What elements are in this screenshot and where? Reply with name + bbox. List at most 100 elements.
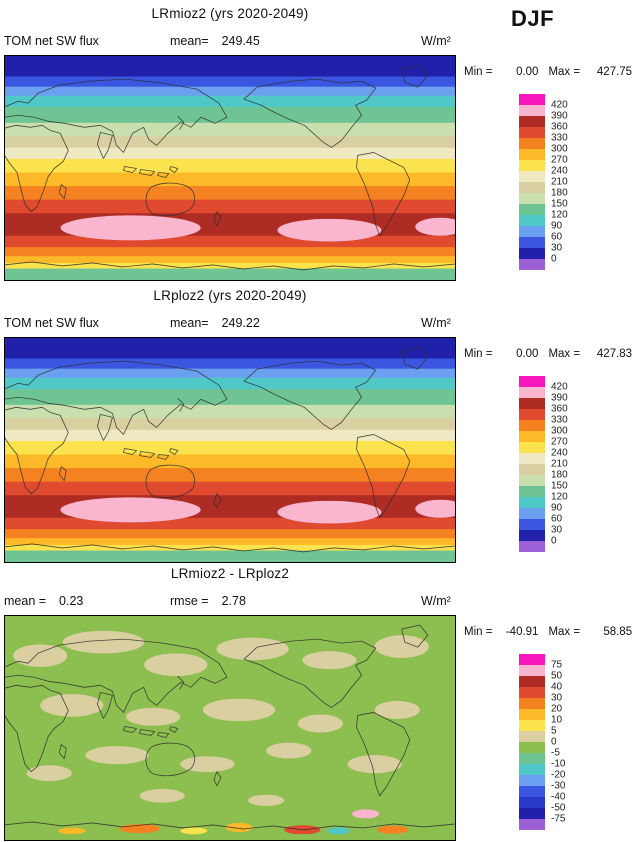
info-left-label: TOM net SW flux: [4, 34, 99, 48]
contour-band: [4, 468, 456, 483]
contour-blob: [180, 756, 235, 773]
contour-band: [4, 76, 456, 88]
contour-band: [4, 538, 456, 546]
units-label: W/m²: [421, 34, 451, 48]
colorbar-box: [519, 160, 545, 171]
contour-blob: [139, 788, 185, 803]
colorbar-box: [519, 654, 545, 665]
colorbar-tick-label: 180: [551, 469, 568, 481]
colorbar-tick-label: 30: [551, 524, 563, 536]
contour-blob: [374, 700, 420, 719]
colorbar-box: [519, 808, 545, 819]
colorbar-tick-label: 120: [551, 491, 568, 503]
min-value: 0.00: [516, 66, 539, 78]
colorbar-tick-label: 5: [551, 725, 557, 737]
panel-difference: LRmioz2 - LRploz2 mean = 0.23 rmse = 2.78 …: [0, 560, 644, 842]
contour-band: [4, 158, 456, 174]
colorbar-tick-label: 150: [551, 198, 568, 210]
contour-band: [4, 55, 456, 78]
colorbar-box: [519, 94, 545, 105]
colorbar-box: [519, 376, 545, 387]
rmse-stat: rmse = 2.78: [170, 594, 246, 608]
variable-label: TOM net SW flux: [4, 34, 112, 48]
colorbar-box: [519, 731, 545, 742]
colorbar-tick-label: 60: [551, 231, 563, 243]
colorbar-box: [519, 541, 545, 552]
contour-band: [4, 122, 456, 137]
colorbar-difference: 75 50 40 30 20 10 5 0 -5 -10 -20 -30 -40 -50 -75: [519, 654, 599, 830]
panel-info-row: TOM net SW flux mean= 249.45 W/m²: [0, 34, 460, 50]
contour-band: [4, 404, 456, 419]
contour-blob: [60, 497, 201, 523]
contour-blob: [40, 694, 104, 717]
contour-band: [4, 95, 456, 108]
panel-info-row: TOM net SW flux mean= 249.22 W/m²: [0, 316, 460, 332]
colorbar-box: [519, 720, 545, 731]
contour-band: [4, 544, 456, 552]
contour-band: [4, 136, 456, 149]
contour-band: [4, 368, 456, 379]
contour-band: [4, 86, 456, 97]
contour-blob: [60, 215, 201, 241]
colorbar-box: [519, 398, 545, 409]
colorbar-box: [519, 486, 545, 497]
max-label: Max =: [548, 626, 581, 638]
colorbar-box: [519, 676, 545, 687]
minmax-stats: Min = -40.91 Max = 58.85: [464, 626, 632, 638]
colorbar-lrmioz2: 420 390 360 330 300 270 240 210 180 150 120 90 60 30 0: [519, 94, 599, 270]
colorbar-lrploz2: 420 390 360 330 300 270 240 210 180 150 120 90 60 30 0: [519, 376, 599, 552]
min-value: -40.91: [505, 626, 539, 638]
contour-band: [4, 440, 456, 456]
mean-value: 0.23: [59, 594, 84, 608]
contour-band: [4, 358, 456, 370]
contour-blob: [352, 809, 380, 819]
units-label: W/m²: [421, 594, 451, 608]
colorbar-tick-label: -5: [551, 747, 560, 759]
rmse-value: 2.78: [221, 594, 246, 608]
minmax-stats: Min = 0.00 Max = 427.75: [464, 66, 632, 78]
info-left-label: TOM net SW flux: [4, 316, 99, 330]
panel-lrploz2: LRploz2 (yrs 2020-2049) TOM net SW flux …: [0, 282, 644, 564]
colorbar-box: [519, 497, 545, 508]
colorbar-tick-label: 420: [551, 381, 568, 393]
colorbar-tick-label: 75: [551, 659, 563, 671]
colorbar-box: [519, 204, 545, 215]
contour-blob: [225, 822, 253, 832]
colorbar-box: [519, 709, 545, 720]
colorbar-box: [519, 797, 545, 808]
colorbar-tick-label: 390: [551, 110, 568, 122]
colorbar-box: [519, 182, 545, 193]
panel-title: LRploz2 (yrs 2020-2049): [153, 288, 307, 303]
colorbar-tick-label: 150: [551, 480, 568, 492]
colorbar-box: [519, 775, 545, 786]
contour-blob: [297, 714, 343, 733]
colorbar-box: [519, 409, 545, 420]
map-difference: [4, 615, 456, 841]
colorbar-box: [519, 453, 545, 464]
contour-blob: [216, 637, 289, 661]
colorbar-box: [519, 116, 545, 127]
colorbar-tick-label: 240: [551, 447, 568, 459]
colorbar-tick-label: 330: [551, 414, 568, 426]
contour-band: [4, 550, 456, 563]
contour-band: [4, 256, 456, 264]
colorbar-box: [519, 248, 545, 259]
colorbar-tick-label: 390: [551, 392, 568, 404]
mean-stat: mean= 249.22: [170, 316, 260, 330]
contour-blob: [376, 825, 409, 834]
colorbar-tick-label: -75: [551, 813, 566, 825]
contour-blob: [248, 794, 285, 806]
min-value: 0.00: [516, 348, 539, 360]
mean-value: 249.22: [221, 316, 260, 330]
contour-band: [4, 529, 456, 539]
contour-band: [4, 268, 456, 281]
colorbar-box: [519, 530, 545, 541]
colorbar-box: [519, 475, 545, 486]
max-value: 427.75: [596, 66, 633, 78]
colorbar-tick-label: 10: [551, 714, 563, 726]
colorbar-box: [519, 387, 545, 398]
colorbar-tick-label: 300: [551, 425, 568, 437]
max-value: 58.85: [603, 626, 633, 638]
colorbar-tick-label: -30: [551, 780, 566, 792]
colorbar-box: [519, 508, 545, 519]
